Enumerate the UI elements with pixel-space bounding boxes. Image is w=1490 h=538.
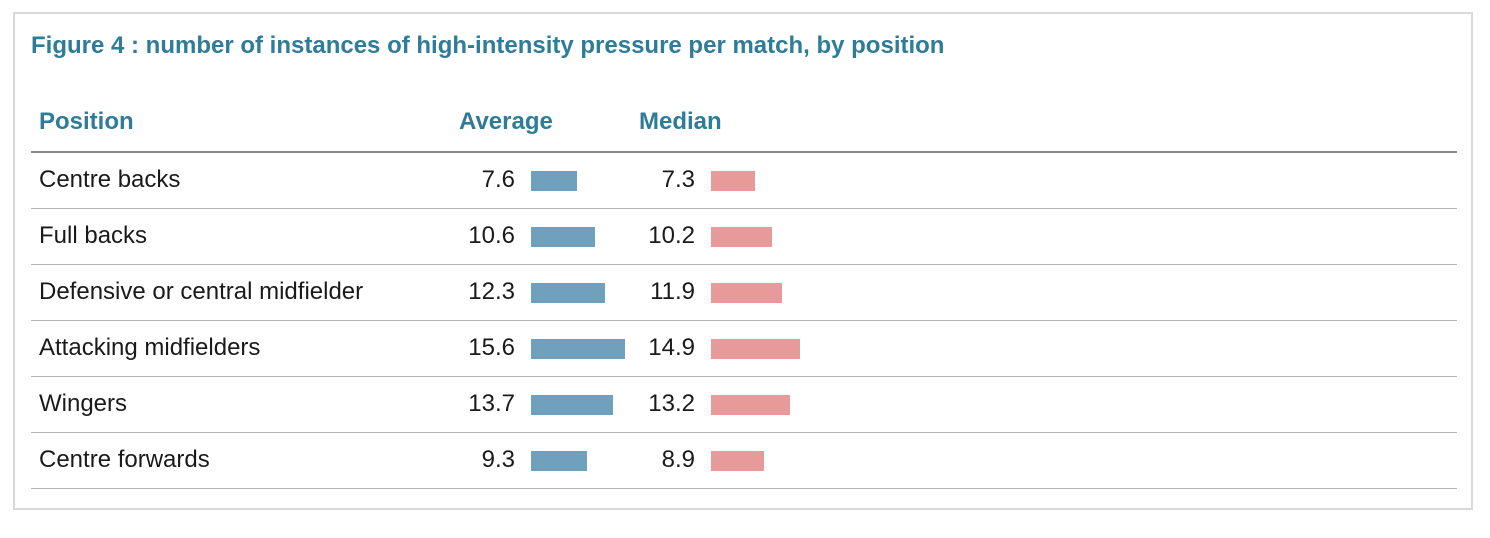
- position-label: Attacking midfielders: [39, 334, 261, 361]
- average-bar: [531, 451, 587, 471]
- median-value: 10.2: [648, 222, 695, 249]
- median-bar: [711, 283, 783, 303]
- median-bar: [711, 339, 801, 359]
- table-row: Wingers 13.7 13.2: [31, 377, 1457, 433]
- figure-frame: [13, 12, 1473, 510]
- position-label: Wingers: [39, 390, 128, 417]
- average-bar: [531, 227, 595, 247]
- table-row: Defensive or central midfielder 12.3 11.9: [31, 265, 1457, 321]
- average-value: 15.6: [468, 334, 515, 361]
- table-body: Centre backs 7.6 7.3 Full backs 10.6 10.2 Defe…: [31, 153, 1457, 489]
- median-value: 8.9: [661, 446, 695, 473]
- average-bar: [531, 339, 625, 359]
- median-value: 14.9: [648, 334, 695, 361]
- table-row: Centre forwards 9.3 8.9: [31, 433, 1457, 489]
- median-bar: [711, 395, 791, 415]
- median-value: 13.2: [648, 390, 695, 417]
- average-value: 10.6: [468, 222, 515, 249]
- figure-title: Figure 4 : number of instances of high-i…: [31, 32, 945, 59]
- column-header-average: Average: [459, 108, 553, 135]
- header-divider: [31, 151, 1457, 153]
- average-value: 12.3: [468, 278, 515, 305]
- average-value: 7.6: [481, 166, 515, 193]
- position-label: Centre backs: [39, 166, 181, 193]
- column-header-position: Position: [39, 108, 134, 135]
- position-label: Full backs: [39, 222, 148, 249]
- median-bar: [711, 451, 765, 471]
- table-row: Centre backs 7.6 7.3: [31, 153, 1457, 209]
- table-row: Full backs 10.6 10.2: [31, 209, 1457, 265]
- position-label: Centre forwards: [39, 446, 210, 473]
- median-value: 11.9: [650, 278, 695, 305]
- average-bar: [531, 395, 614, 415]
- average-value: 9.3: [481, 446, 515, 473]
- median-bar: [711, 171, 755, 191]
- average-bar: [531, 171, 577, 191]
- column-header-median: Median: [639, 108, 722, 135]
- median-value: 7.3: [661, 166, 695, 193]
- table-row: Attacking midfielders 15.6 14.9: [31, 321, 1457, 377]
- average-bar: [531, 283, 605, 303]
- median-bar: [711, 227, 773, 247]
- position-label: Defensive or central midfielder: [39, 278, 364, 305]
- average-value: 13.7: [468, 390, 515, 417]
